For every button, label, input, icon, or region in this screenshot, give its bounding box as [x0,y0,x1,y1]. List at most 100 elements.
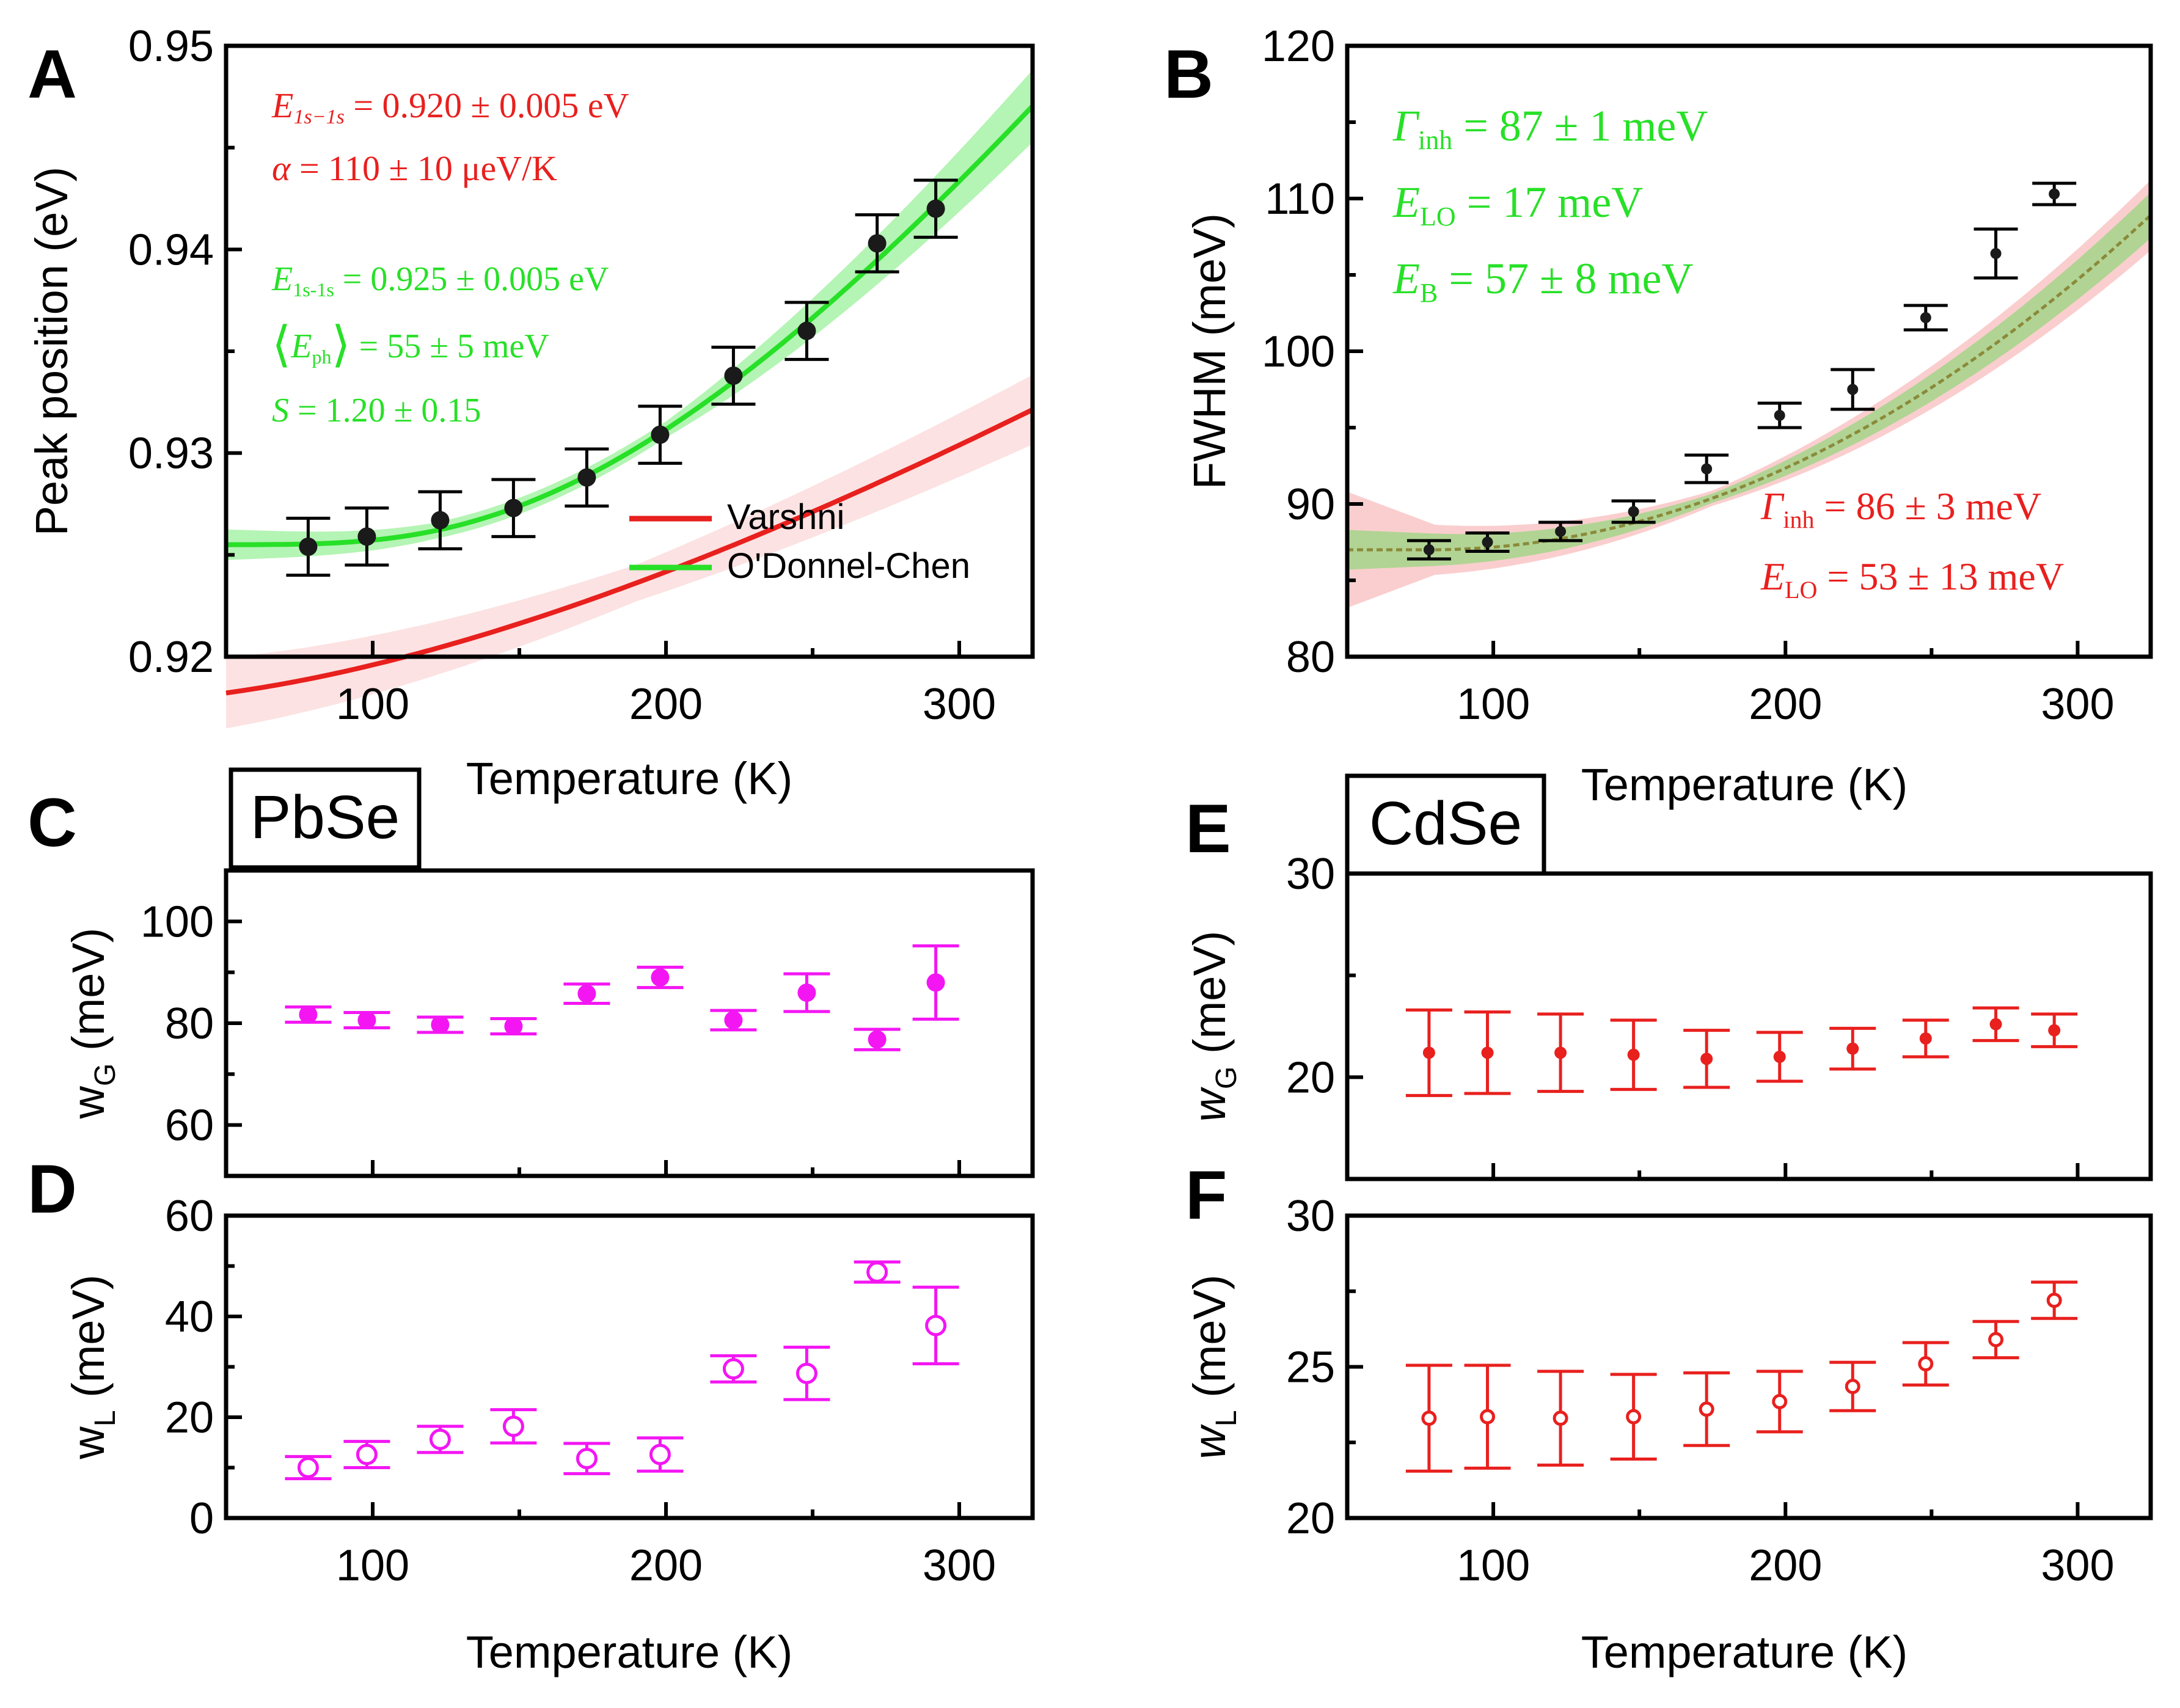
panel-f-ytick-label: 30 [1286,1192,1335,1241]
panel-d-marker [429,1428,451,1450]
annot-b-green-1: Γinh = 87 ± 1 meV [1392,101,1708,155]
panel-a-annotations: E1s−1s = 0.920 ± 0.005 eV α = 110 ± 10 μ… [271,86,629,429]
panel-a-point [491,478,536,538]
annot-a-red-1: E1s−1s = 0.920 ± 0.005 eV [271,86,629,128]
panel-c-marker [577,984,596,1003]
panel-a-axes: 100 200 300 0.92 0.93 0.94 0.95 Temperature (K)… [26,22,1035,804]
legend-odonnel-chen-label: O'Donnel-Chen [727,546,970,586]
panel-f-point [1537,1370,1584,1467]
panel-d-point [490,1408,537,1445]
panel-f-axes: 100 200 300 20 25 30 Temperature (K) wL (meV) [1184,1192,2153,1677]
panel-d-ytick-label: 0 [189,1494,214,1543]
panel-f-point [1756,1370,1803,1434]
panel-e-axes: 20 30 wG (meV) [1184,850,2153,1181]
panel-d-marker [576,1448,598,1470]
panel-a-marker [797,321,816,340]
panel-e-marker [2048,1024,2061,1037]
panel-d-point [912,1285,959,1366]
panel-b-axes: 100 200 300 80 90 100 110 120 Temperature (K) FWH… [1184,22,2153,810]
panel-f-marker [1845,1379,1860,1395]
panel-a-letter: A [27,36,77,112]
panel-c-point [343,1011,390,1029]
panel-f-ytick-label: 25 [1286,1343,1335,1392]
panel-b-marker [1920,312,1931,323]
panel-d-xtick-label: 200 [629,1541,703,1590]
panel-b-point [1757,401,1802,429]
panel-a-marker [504,498,523,517]
panel-e-point [1829,1026,1876,1071]
panel-a-ylabel: Peak position (eV) [26,167,77,536]
panel-b-xlabel: Temperature (K) [1581,759,1908,810]
panel-d-point [710,1354,757,1384]
panel-b-letter: B [1164,36,1213,112]
annot-a-red-2: α = 110 ± 10 μeV/K [272,148,557,188]
panel-d-marker [722,1358,744,1380]
panel-a-point [286,516,331,577]
panel-a-xtick-label: 100 [336,680,409,729]
panel-e-point [1902,1018,1949,1059]
panel-b-marker [2049,188,2060,200]
panel-d-point [285,1454,332,1481]
panel-b-marker [1555,526,1567,537]
panel-a-varshni-band [226,374,1033,729]
panel-a-xlabel: Temperature (K) [466,753,793,804]
panel-a-ytick-label: 0.93 [128,429,214,478]
data-points [285,178,2078,1481]
panel-c-point [417,1015,464,1034]
panel-d-letter: D [27,1151,77,1227]
panel-e-marker [1422,1046,1435,1059]
panel-d-marker [356,1443,378,1465]
panel-c-point [637,965,684,990]
panel-d-marker [502,1415,524,1437]
panel-b-marker [1701,463,1713,475]
panel-c-ytick-label: 80 [165,999,214,1048]
panel-f-ytick-label: 20 [1286,1494,1335,1543]
panel-b-marker [1423,544,1435,555]
sample-label-cdse: CdSe [1345,773,1546,876]
panel-c-point [285,1005,332,1024]
panel-b-point [1611,499,1656,524]
panel-f-xtick-label: 200 [1749,1541,1822,1590]
panel-f-xtick-label: 100 [1457,1541,1530,1590]
panel-b-marker [1628,506,1639,517]
confidence-bands [226,70,2151,729]
panel-e-point [1405,1008,1452,1097]
panel-c-frame [224,868,1035,1178]
panel-b-xtick-label: 200 [1749,680,1822,729]
panel-c-point [783,972,830,1013]
panel-d-axes: 100 200 300 0 20 40 60 Temperature (K) wL (meV) [63,1192,1035,1677]
panel-b-point [1973,227,2018,280]
panel-d-ytick-label: 40 [165,1293,214,1341]
panel-d-xtick-label: 100 [336,1541,409,1590]
panel-d-marker [649,1443,671,1465]
panel-a-point [345,506,389,567]
panel-b-point [1538,520,1583,542]
panel-a-marker [577,468,596,487]
panel-c-marker [357,1011,376,1029]
panel-d-frame [224,1213,1035,1520]
panel-d-ytick-label: 60 [165,1192,214,1241]
panel-d-point [563,1442,610,1475]
panel-a-marker [926,199,945,218]
panel-f-point [1464,1363,1511,1470]
panel-b-ytick-label: 90 [1286,480,1335,529]
panel-c-marker [504,1017,523,1035]
panel-f-marker [1988,1332,2004,1348]
panel-f-marker [1626,1409,1642,1425]
panel-f-xtick-label: 300 [2041,1541,2114,1590]
panel-e-point [1537,1012,1584,1093]
panel-b-point [2032,181,2077,206]
panel-c-marker [431,1015,450,1034]
panel-b-ylabel: FWHM (meV) [1184,213,1235,489]
panel-d-ytick-label: 20 [165,1393,214,1442]
panel-f-xlabel: Temperature (K) [1581,1627,1908,1677]
panel-c-ylabel: wG (meV) [63,928,122,1120]
panel-b-xtick-label: 100 [1457,680,1530,729]
annot-a-green-3: S = 1.20 ± 0.15 [272,392,481,429]
panel-e-point [1972,1006,2019,1042]
panel-f-point [1902,1341,1949,1387]
panel-f-marker [1480,1409,1496,1425]
panel-c-point [912,944,959,1021]
panel-e-ytick-label: 30 [1286,850,1335,899]
